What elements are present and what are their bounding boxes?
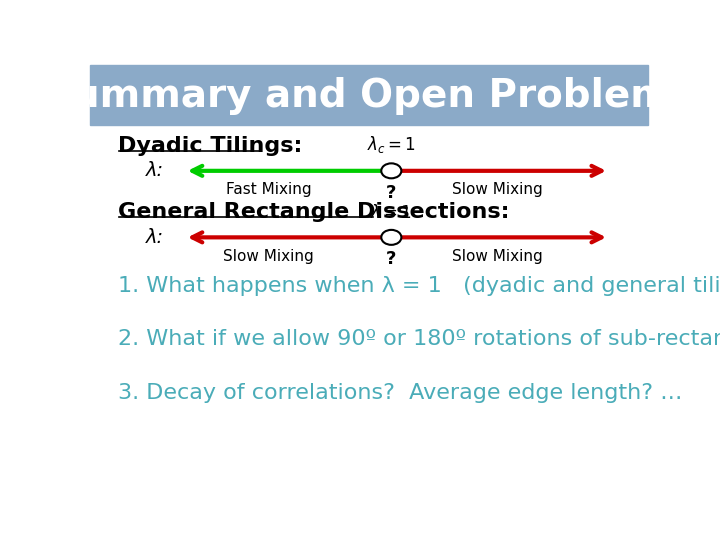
Text: Slow Mixing: Slow Mixing — [452, 182, 543, 197]
Text: 1. What happens when λ = 1   (dyadic and general tilings)?: 1. What happens when λ = 1 (dyadic and g… — [118, 276, 720, 296]
Circle shape — [382, 163, 401, 178]
Text: 2. What if we allow 90º or 180º rotations of sub-rectangles?: 2. What if we allow 90º or 180º rotation… — [118, 329, 720, 349]
FancyBboxPatch shape — [90, 65, 648, 125]
Text: $\lambda_c = 1$: $\lambda_c = 1$ — [366, 134, 416, 156]
Text: ?: ? — [386, 184, 397, 202]
Text: General Rectangle Dissections:: General Rectangle Dissections: — [118, 202, 510, 222]
Text: 3. Decay of correlations?  Average edge length? …: 3. Decay of correlations? Average edge l… — [118, 383, 683, 403]
Text: ?: ? — [386, 250, 397, 268]
Text: Dyadic Tilings:: Dyadic Tilings: — [118, 136, 302, 156]
Text: λ:: λ: — [145, 228, 164, 247]
Text: Slow Mixing: Slow Mixing — [452, 248, 543, 264]
Circle shape — [382, 230, 401, 245]
Text: Fast Mixing: Fast Mixing — [226, 182, 311, 197]
Text: λ:: λ: — [145, 161, 164, 180]
Text: $\lambda = 1$: $\lambda = 1$ — [370, 204, 413, 222]
Text: Slow Mixing: Slow Mixing — [223, 248, 314, 264]
Text: Summary and Open Problems: Summary and Open Problems — [44, 77, 694, 115]
